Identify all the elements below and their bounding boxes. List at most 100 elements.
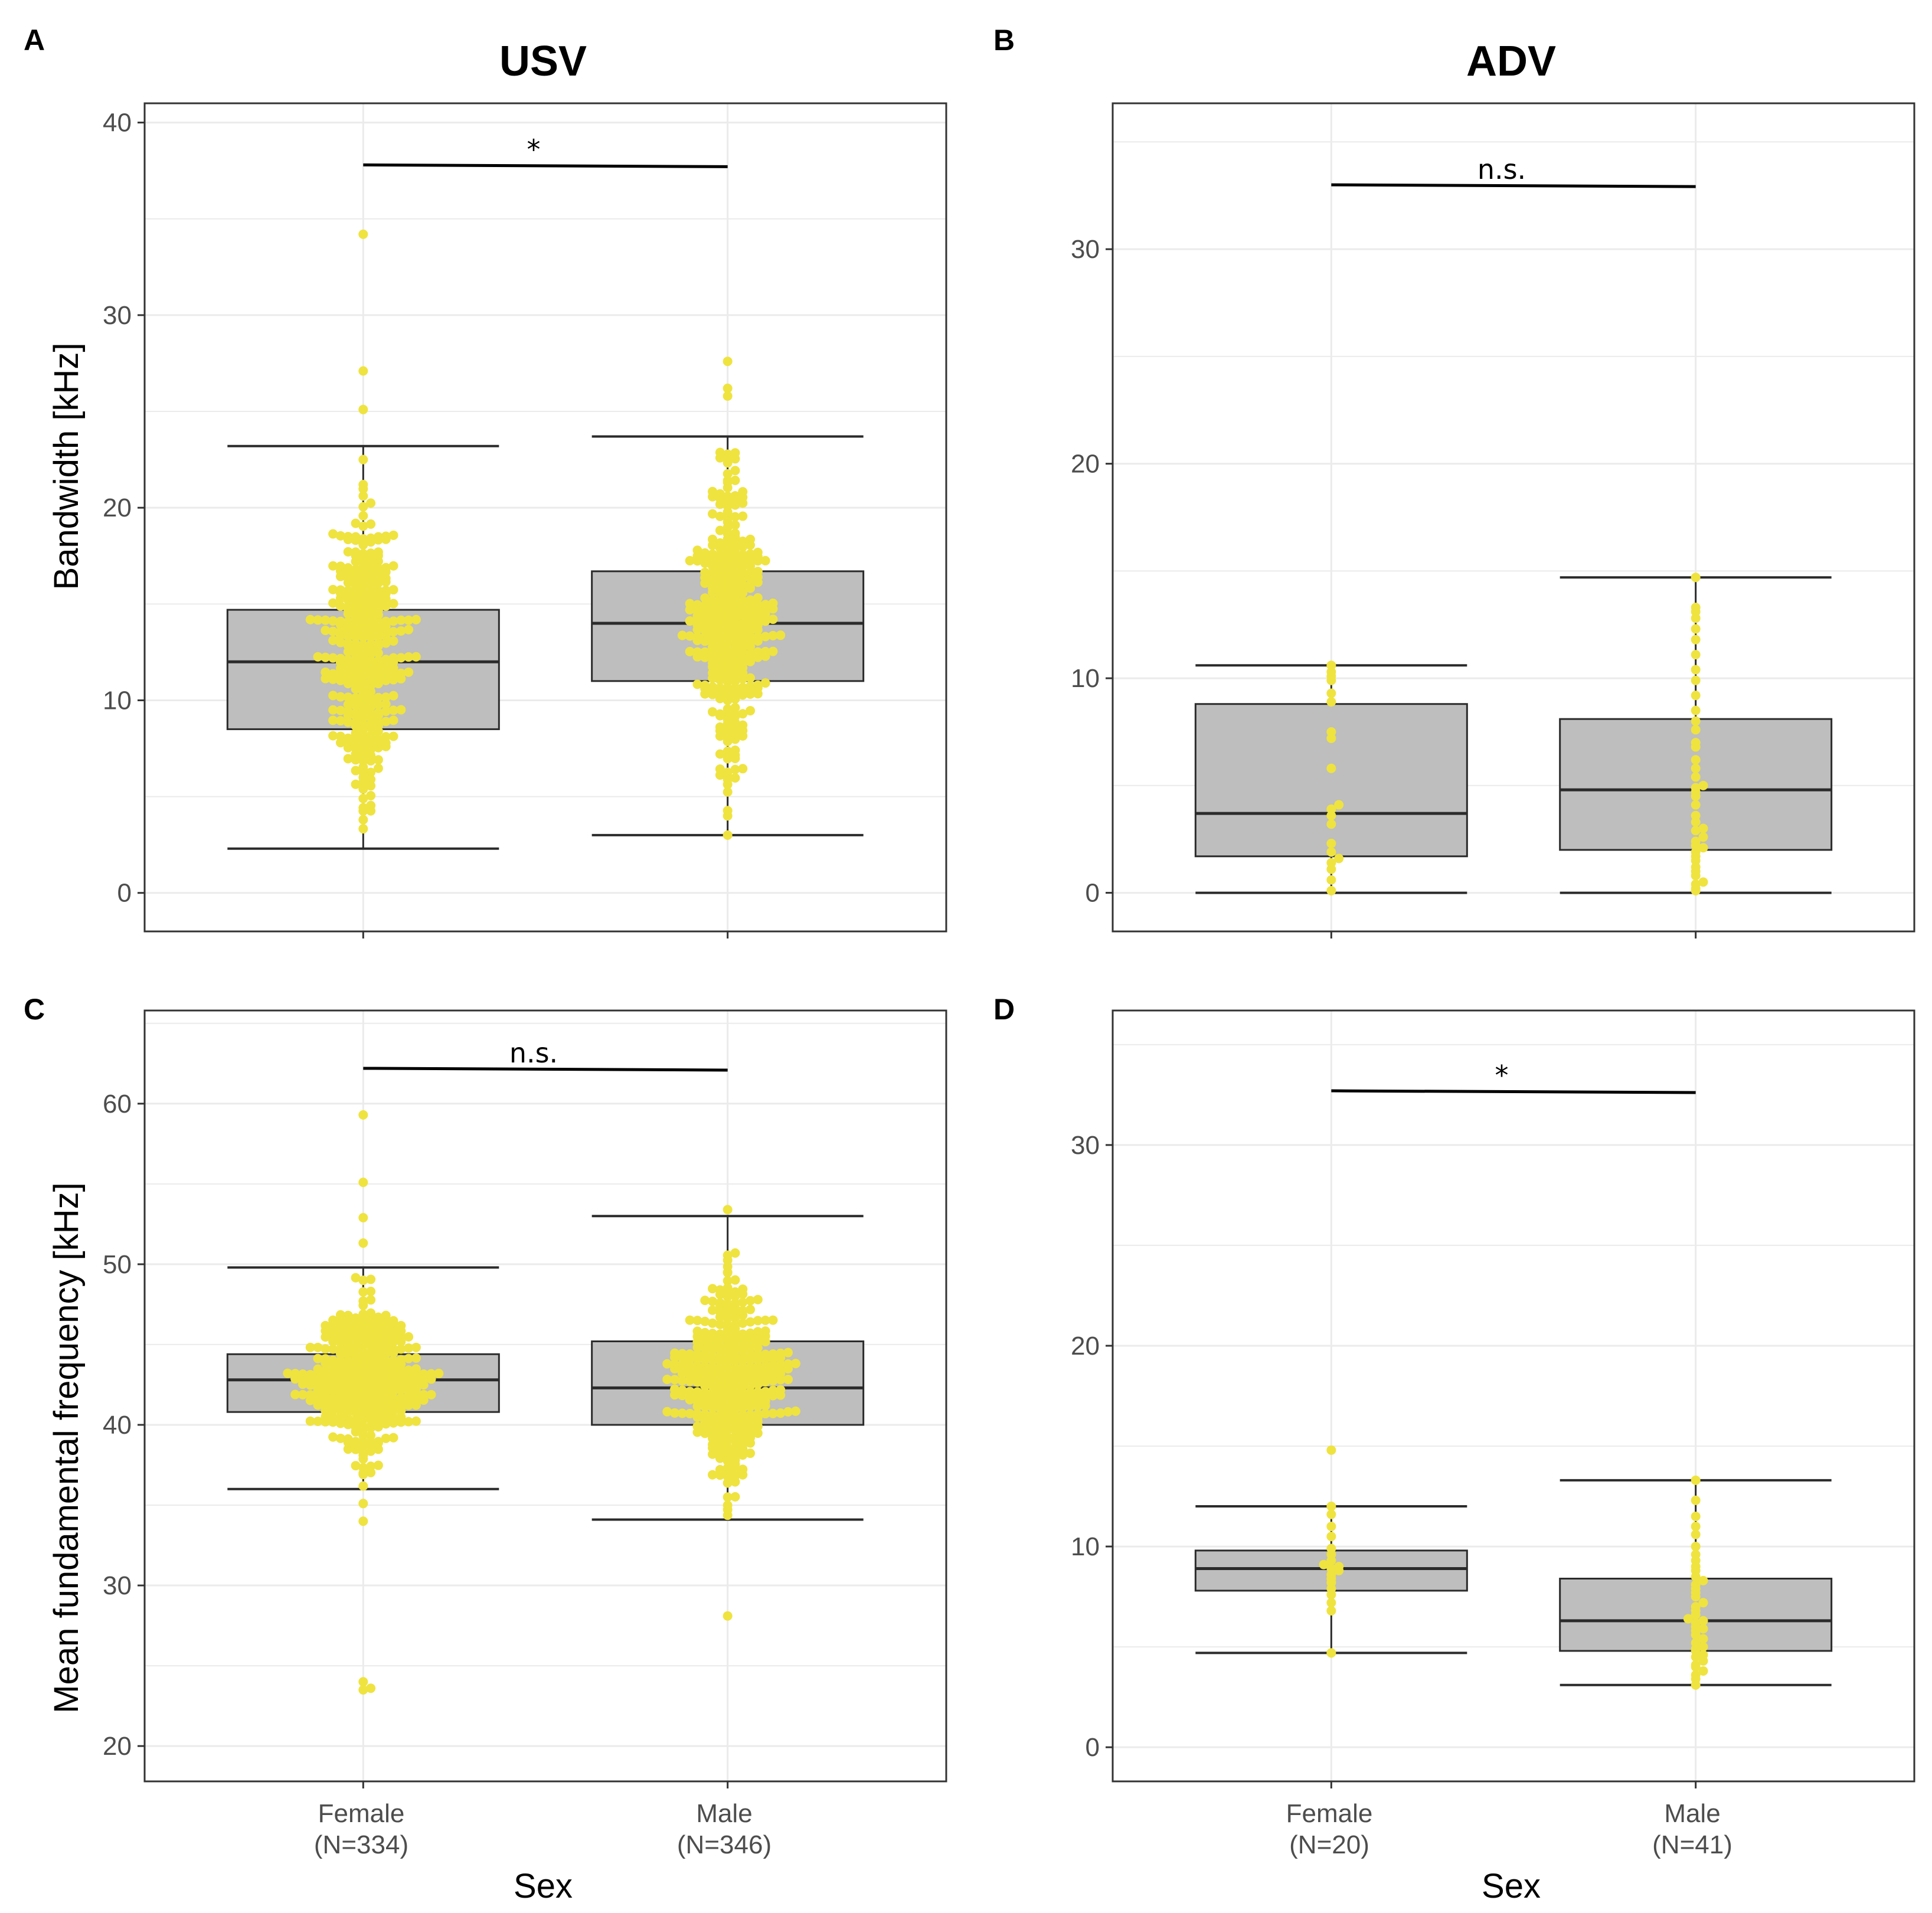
data-point: [373, 711, 383, 721]
data-point: [343, 578, 353, 588]
data-point: [1691, 1529, 1701, 1539]
data-point: [351, 1427, 361, 1437]
data-point: [760, 1377, 770, 1387]
data-point: [753, 556, 763, 566]
data-point: [358, 1481, 368, 1491]
data-point: [1698, 1598, 1708, 1608]
data-point: [1326, 733, 1336, 743]
data-point: [700, 636, 710, 646]
data-point: [715, 1404, 725, 1414]
data-point: [723, 754, 733, 764]
data-point: [313, 1353, 323, 1363]
data-point: [305, 1342, 315, 1352]
data-point: [723, 1276, 733, 1286]
data-point: [335, 601, 345, 611]
data-point: [768, 1408, 778, 1418]
data-point: [790, 1359, 800, 1369]
data-point: [381, 534, 391, 544]
data-point: [715, 1290, 725, 1300]
data-point: [366, 649, 376, 659]
data-point: [298, 1389, 308, 1399]
y-tick-label: 20: [103, 1732, 132, 1761]
panel-border: [1112, 1009, 1915, 1783]
data-point: [1326, 1532, 1336, 1542]
data-point: [1683, 1614, 1693, 1624]
data-point: [381, 692, 391, 702]
data-point: [351, 557, 361, 567]
data-point: [692, 679, 702, 689]
data-point: [662, 1407, 672, 1417]
significance-bar: [1331, 183, 1696, 188]
y-tick-label: 40: [103, 1411, 132, 1440]
data-point: [366, 1350, 376, 1361]
data-point: [1698, 843, 1708, 853]
data-point: [723, 1510, 733, 1520]
data-point: [373, 590, 383, 600]
data-point: [351, 1408, 361, 1418]
data-point: [692, 1427, 702, 1437]
data-point: [730, 727, 740, 737]
data-point: [343, 1444, 353, 1454]
y-axis-title-mean-fundamental-frequency: Mean fundamental frequency [kHz]: [47, 1182, 86, 1713]
data-point: [388, 1337, 398, 1347]
data-point: [313, 1400, 323, 1410]
data-point: [753, 625, 763, 635]
y-tick-label: 30: [1071, 235, 1100, 264]
data-point: [335, 1349, 345, 1359]
data-point: [373, 1444, 383, 1454]
panel-border: [143, 102, 947, 933]
data-point: [373, 755, 383, 765]
data-point: [1691, 1630, 1701, 1640]
data-point: [305, 1416, 315, 1426]
data-point: [738, 1310, 748, 1320]
data-point: [746, 1438, 756, 1448]
data-point: [366, 712, 376, 722]
data-point: [373, 1460, 383, 1470]
data-point: [738, 1318, 748, 1328]
data-point: [715, 511, 725, 521]
data-point: [723, 787, 733, 797]
y-tick-label: 40: [103, 109, 132, 138]
data-point: [358, 540, 368, 550]
data-point: [358, 1287, 368, 1297]
data-point: [760, 555, 770, 565]
data-point: [715, 694, 725, 704]
data-point: [715, 711, 725, 721]
category-count-d-male: (N=41): [1652, 1830, 1732, 1859]
data-point: [321, 673, 331, 684]
x-axis-title-d: Sex: [1482, 1867, 1541, 1905]
data-point: [335, 620, 345, 630]
data-point: [1691, 1652, 1701, 1662]
data-point: [351, 701, 361, 711]
data-point: [768, 614, 778, 624]
column-title-adv: ADV: [1466, 38, 1556, 85]
data-point: [321, 626, 331, 636]
data-point: [1698, 832, 1708, 842]
data-point: [730, 1313, 740, 1323]
data-point: [662, 1359, 672, 1369]
data-point: [328, 1386, 338, 1396]
panel-letter-a: A: [24, 24, 45, 57]
data-point: [404, 652, 414, 662]
data-point: [700, 1316, 710, 1326]
significance-label: n.s.: [509, 1037, 558, 1069]
category-count-c-female: (N=334): [314, 1830, 408, 1859]
data-point: [1691, 885, 1701, 895]
data-point: [351, 574, 361, 584]
data-point: [708, 1402, 718, 1412]
data-point: [715, 543, 725, 553]
data-point: [366, 756, 376, 766]
data-point: [328, 598, 338, 608]
data-point: [746, 1344, 756, 1354]
data-point: [670, 1390, 680, 1400]
data-point: [1691, 1522, 1701, 1532]
data-point: [730, 590, 740, 600]
data-point: [396, 1417, 406, 1427]
data-point: [373, 743, 383, 753]
data-point: [1698, 1666, 1708, 1676]
data-point: [760, 1337, 770, 1347]
data-point: [343, 743, 353, 753]
panel-letter-b: B: [993, 24, 1015, 57]
y-tick-label: 30: [103, 301, 132, 330]
data-point: [343, 692, 353, 702]
